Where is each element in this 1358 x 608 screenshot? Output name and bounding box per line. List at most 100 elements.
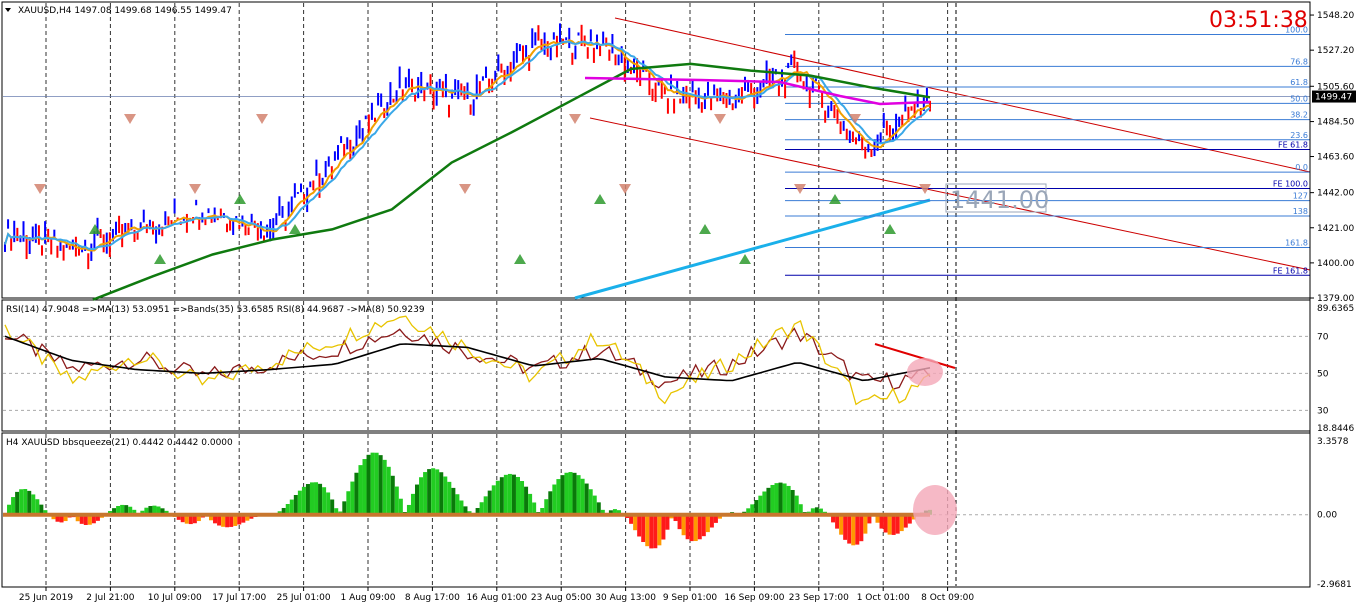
buy-arrow-icon: [89, 224, 101, 234]
rsi-highlight-marker: [907, 358, 943, 386]
target-price-box: [945, 183, 1047, 213]
squeeze-bar: [431, 468, 436, 515]
squeeze-bar: [415, 484, 420, 515]
squeeze-bar: [419, 477, 424, 515]
squeeze-bar: [394, 486, 399, 515]
squeeze-bar: [120, 504, 125, 515]
sell-arrow-icon: [256, 114, 268, 124]
time-tick-label: 8 Aug 17:00: [405, 593, 460, 603]
squeeze-bar: [483, 496, 488, 515]
squeeze-bar: [176, 514, 181, 520]
squeeze-bar: [382, 459, 387, 515]
sell-arrow-icon: [794, 184, 806, 194]
squeeze-bar: [528, 493, 533, 515]
squeeze-bar: [653, 514, 658, 549]
squeeze-bar: [592, 495, 597, 515]
squeeze-bar: [354, 472, 359, 515]
squeeze-pane: [1, 432, 1311, 588]
ma-medium-line: [4, 40, 931, 251]
squeeze-bar: [443, 476, 448, 515]
squeeze-bar: [487, 490, 492, 515]
squeeze-bar: [350, 481, 355, 515]
rsi-series-line: [4, 327, 931, 390]
squeeze-bar: [616, 510, 621, 515]
fib-level-label: 23.6: [1290, 131, 1308, 140]
squeeze-bar: [568, 472, 573, 515]
squeeze-bar: [556, 479, 561, 515]
squeeze-bar: [289, 499, 294, 515]
collapse-arrow-icon[interactable]: [5, 8, 11, 12]
squeeze-bar: [831, 514, 836, 523]
squeeze-bar: [499, 477, 504, 515]
squeeze-bar: [782, 483, 787, 515]
squeeze-bar: [23, 489, 28, 515]
squeeze-bar: [758, 495, 763, 515]
squeeze-bar: [693, 514, 698, 542]
squeeze-bar: [798, 504, 803, 515]
squeeze-pane-title: H4 XAUUSD bbsqueeze(21) 0.4442 0.4442 0.…: [6, 438, 233, 448]
squeeze-bar: [378, 455, 383, 515]
squeeze-bar: [43, 510, 48, 515]
squeeze-bar: [839, 514, 844, 535]
squeeze-bar: [156, 506, 161, 515]
squeeze-bar: [87, 514, 92, 525]
price-tick-label: 1505.60: [1317, 82, 1354, 92]
fib-level-label: FE 161.8: [1273, 266, 1308, 275]
fib-level-label: FE 100.0: [1273, 179, 1308, 188]
rsi-pane-title: RSI(14) 47.9048 =>MA(13) 53.0951 =>Bands…: [6, 305, 425, 315]
sell-arrow-icon: [619, 184, 631, 194]
squeeze-bar: [681, 514, 686, 536]
squeeze-bar: [580, 478, 585, 515]
price-tick-label: 1421.00: [1317, 224, 1354, 234]
time-tick-label: 25 Jun 2019: [19, 593, 73, 603]
time-tick-label: 1 Aug 09:00: [341, 593, 396, 603]
squeeze-bar: [285, 504, 290, 515]
squeeze-bar: [584, 483, 589, 515]
squeeze-bar: [144, 507, 149, 515]
squeeze-bar: [778, 482, 783, 515]
price-tick-label: 1484.50: [1317, 118, 1354, 128]
squeeze-bar: [479, 502, 484, 515]
squeeze-bar: [814, 507, 819, 515]
buy-arrow-icon: [289, 224, 301, 234]
fib-level-label: 100.0: [1285, 25, 1308, 34]
squeeze-tick-label: -2.9681: [1317, 580, 1352, 590]
squeeze-bar: [495, 480, 500, 515]
squeeze-bar: [709, 514, 714, 528]
time-tick-label: 30 Aug 13:00: [595, 593, 656, 603]
sell-arrow-icon: [124, 114, 136, 124]
squeeze-bar: [564, 472, 569, 515]
squeeze-bar: [883, 514, 888, 533]
squeeze-bar: [160, 508, 165, 515]
squeeze-bar: [406, 504, 411, 515]
buy-arrow-icon: [234, 194, 246, 204]
squeeze-bar: [314, 482, 319, 515]
current-price-tag: [1312, 90, 1356, 103]
rsi-divergence-line: [874, 343, 956, 369]
squeeze-bar: [297, 490, 302, 515]
squeeze-bar: [544, 499, 549, 515]
squeeze-bar: [180, 514, 185, 523]
squeeze-bar: [560, 475, 565, 515]
price-tick-label: 1379.00: [1317, 294, 1354, 304]
squeeze-bar: [903, 514, 908, 528]
fib-level-label: FE 61.8: [1278, 140, 1308, 149]
squeeze-bar: [701, 514, 706, 537]
squeeze-bar: [637, 514, 642, 537]
squeeze-bar: [899, 514, 904, 532]
squeeze-bar: [192, 514, 197, 524]
squeeze-bar: [596, 502, 601, 515]
buy-arrow-icon: [739, 254, 751, 264]
time-tick-label: 25 Jul 01:00: [277, 593, 331, 603]
buy-arrow-icon: [594, 194, 606, 204]
squeeze-bar: [95, 514, 100, 521]
rsi-chart: [4, 315, 956, 406]
time-tick-label: 10 Jul 09:00: [148, 593, 202, 603]
squeeze-bar: [600, 509, 605, 515]
rsi-series-line: [4, 335, 931, 382]
squeeze-bar: [661, 514, 666, 540]
fib-level-label: 161.8: [1285, 238, 1308, 247]
squeeze-bar: [410, 493, 415, 515]
squeeze-bar: [326, 492, 331, 515]
squeeze-bar: [649, 514, 654, 549]
